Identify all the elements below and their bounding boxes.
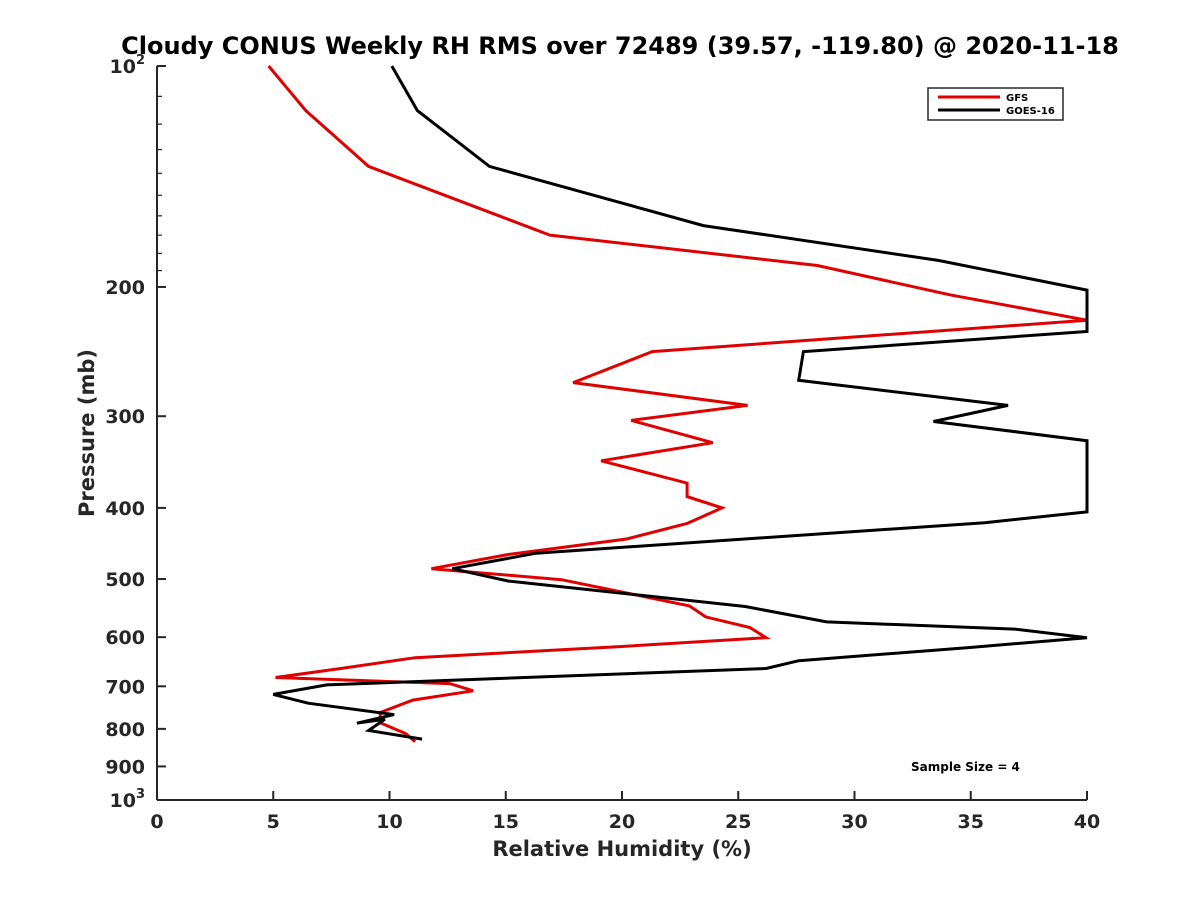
y-tick-label: 400 bbox=[105, 498, 145, 520]
x-axis-label: Relative Humidity (%) bbox=[492, 837, 751, 861]
y-tick-label: 500 bbox=[105, 569, 145, 591]
y-tick-label: 103 bbox=[110, 787, 146, 812]
x-tick-label: 10 bbox=[376, 811, 402, 833]
y-tick-label: 200 bbox=[105, 277, 145, 299]
series-layer bbox=[267, 65, 1089, 743]
y-axis-label: Pressure (mb) bbox=[75, 349, 99, 517]
legend-label: GFS bbox=[1006, 93, 1028, 104]
y-tick-label: 900 bbox=[105, 756, 145, 778]
sample-size-annotation: Sample Size = 4 bbox=[911, 760, 1020, 774]
y-tick-label: 300 bbox=[105, 406, 145, 428]
y-tick-label: 600 bbox=[105, 627, 145, 649]
x-tick-label: 5 bbox=[267, 811, 280, 833]
legend: GFS GOES-16 bbox=[927, 87, 1064, 121]
chart-title: Cloudy CONUS Weekly RH RMS over 72489 (3… bbox=[121, 32, 1119, 60]
y-tick-label: 700 bbox=[105, 676, 145, 698]
legend-box bbox=[927, 87, 1064, 121]
axes-layer: 0 5 10 15 20 25 30 35 40 102 200 300 400 500 600 700 800… bbox=[105, 53, 1100, 833]
x-tick-label: 40 bbox=[1074, 811, 1100, 833]
x-tick-label: 35 bbox=[958, 811, 984, 833]
x-tick-label: 15 bbox=[493, 811, 519, 833]
y-tick-label: 102 bbox=[110, 53, 146, 78]
series-line-gfs bbox=[267, 65, 1088, 743]
x-tick-label: 25 bbox=[725, 811, 751, 833]
x-tick-label: 0 bbox=[150, 811, 163, 833]
x-tick-label: 20 bbox=[609, 811, 635, 833]
x-tick-label: 30 bbox=[841, 811, 867, 833]
series-line-goes-16 bbox=[272, 65, 1089, 741]
y-tick-label: 800 bbox=[105, 719, 145, 741]
legend-label: GOES-16 bbox=[1006, 106, 1055, 117]
